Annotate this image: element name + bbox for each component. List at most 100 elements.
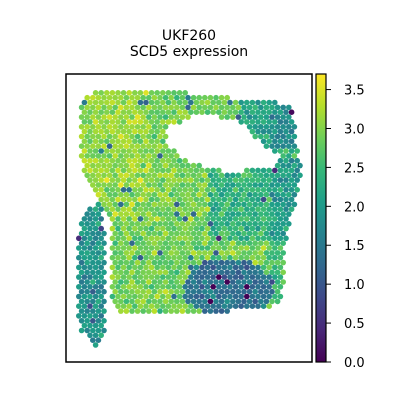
expression-spot (238, 264, 244, 271)
expression-spot (238, 119, 244, 125)
expression-spot (221, 293, 228, 300)
expression-spot (255, 235, 261, 242)
expression-spot (216, 99, 222, 106)
expression-spot (118, 201, 124, 208)
expression-spot (146, 172, 152, 179)
expression-spot (106, 94, 113, 101)
expression-spot (126, 303, 132, 310)
expression-spot (241, 269, 247, 276)
expression-spot (92, 128, 99, 135)
expression-spot (87, 322, 93, 329)
expression-spot (232, 264, 239, 271)
expression-spot (179, 94, 186, 101)
expression-spot (95, 288, 102, 295)
expression-spot (143, 157, 149, 164)
expression-spot (207, 230, 214, 237)
expression-spot (171, 235, 177, 242)
expression-spot (112, 153, 118, 159)
expression-spot (157, 288, 163, 295)
expression-spot (90, 221, 96, 227)
expression-spot (98, 148, 104, 154)
expression-spot (210, 99, 216, 106)
colorbar-tick-label: 2.0 (344, 200, 365, 215)
expression-spot (151, 201, 158, 208)
expression-spot (176, 284, 183, 290)
expression-spot (134, 230, 141, 237)
expression-spot (196, 230, 202, 237)
expression-spot (129, 114, 135, 120)
expression-spot (90, 153, 96, 159)
expression-spot (126, 119, 132, 125)
expression-spot (241, 172, 247, 179)
expression-spot (193, 303, 200, 310)
expression-spot (196, 259, 202, 266)
expression-spot (210, 245, 216, 251)
expression-spot (98, 284, 104, 290)
expression-spot (151, 269, 158, 276)
expression-spot (109, 109, 116, 115)
expression-spot (162, 162, 169, 169)
expression-spot (118, 298, 124, 305)
expression-spot (224, 250, 230, 256)
expression-spot (210, 187, 216, 193)
expression-spot (249, 225, 256, 232)
expression-spot (143, 167, 149, 174)
expression-spot (157, 133, 163, 140)
expression-spot (263, 298, 270, 305)
expression-spot (221, 187, 228, 193)
expression-spot (120, 157, 127, 164)
expression-spot (134, 191, 141, 198)
expression-spot (132, 303, 138, 310)
expression-spot (182, 177, 188, 183)
expression-spot (171, 196, 177, 203)
expression-spot (95, 230, 102, 237)
expression-spot (246, 104, 253, 111)
expression-spot (288, 119, 295, 125)
expression-spot (171, 293, 177, 300)
expression-spot (148, 177, 155, 183)
expression-spot (165, 187, 172, 193)
expression-spot (104, 196, 110, 203)
expression-spot (227, 303, 233, 310)
expression-spot (109, 196, 116, 203)
expression-spot (120, 187, 127, 193)
expression-spot (193, 177, 200, 183)
expression-spot (90, 94, 96, 101)
expression-spot (232, 235, 239, 242)
expression-spot (87, 109, 93, 115)
expression-spot (272, 293, 278, 300)
expression-spot (232, 177, 239, 183)
expression-spot (280, 201, 287, 208)
expression-spot (174, 162, 180, 169)
expression-spot (288, 128, 295, 135)
expression-spot (126, 264, 132, 271)
expression-spot (137, 109, 144, 115)
expression-spot (196, 240, 202, 246)
expression-spot (252, 211, 258, 217)
expression-spot (101, 230, 107, 237)
expression-spot (199, 225, 205, 232)
expression-spot (188, 284, 194, 290)
expression-spot (227, 284, 233, 290)
expression-spot (168, 230, 174, 237)
expression-spot (160, 264, 166, 271)
expression-spot (227, 274, 233, 280)
expression-spot (171, 216, 177, 222)
expression-spot (120, 138, 127, 145)
expression-spot (148, 225, 155, 232)
expression-spot (193, 293, 200, 300)
expression-spot (120, 274, 127, 280)
expression-spot (118, 153, 124, 159)
expression-spot (274, 114, 281, 120)
expression-spot (218, 259, 225, 266)
expression-spot (98, 128, 104, 135)
expression-spot (92, 332, 99, 339)
expression-spot (171, 109, 177, 115)
expression-spot (274, 250, 281, 256)
expression-spot (101, 298, 107, 305)
expression-spot (81, 303, 88, 310)
expression-spot (106, 133, 113, 140)
expression-spot (157, 191, 163, 198)
expression-spot (126, 138, 132, 145)
expression-spot (168, 288, 174, 295)
